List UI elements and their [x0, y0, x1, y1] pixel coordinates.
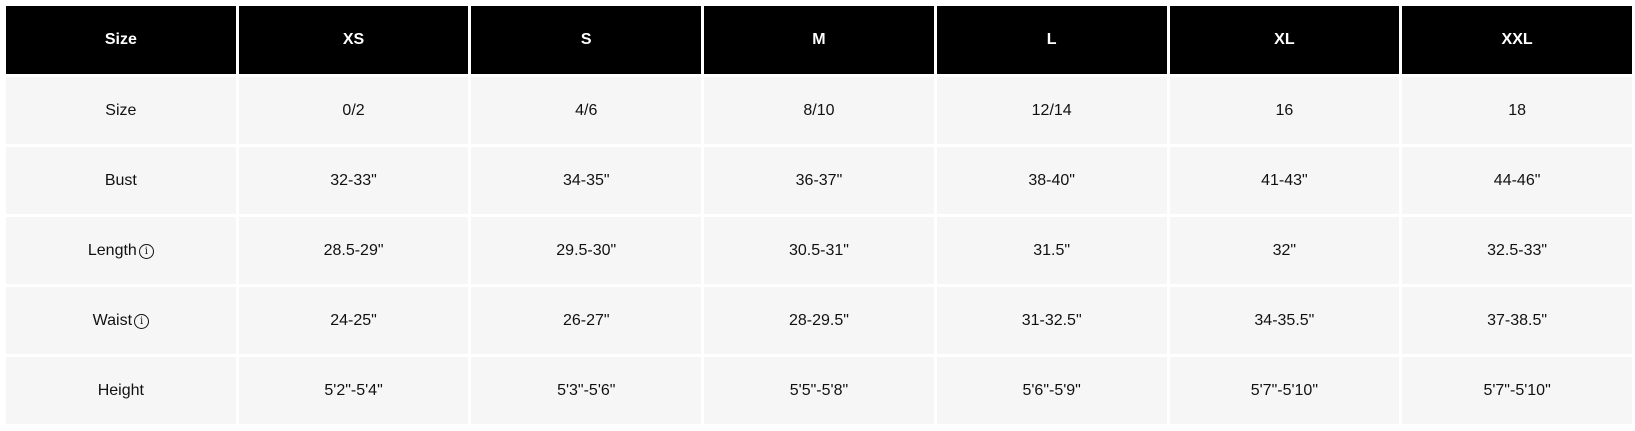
table-cell: 0/2: [238, 77, 469, 144]
row-label-text: Height: [97, 381, 144, 399]
table-cell: 28.5-29": [238, 217, 469, 284]
table-cell: 31.5": [936, 217, 1167, 284]
row-label-text: Size: [105, 101, 137, 119]
table-cell: 30.5-31": [704, 217, 934, 284]
header-size-label: Size: [6, 6, 236, 74]
header-size-xl: XL: [1169, 6, 1400, 74]
row-label: Bust: [6, 147, 236, 214]
table-cell: 16: [1169, 77, 1400, 144]
table-cell: 8/10: [704, 77, 934, 144]
table-row-length: Length i 28.5-29" 29.5-30" 30.5-31" 31.5" 32" 3…: [6, 217, 1632, 284]
row-label-text: Bust: [104, 171, 137, 189]
table-cell: 36-37": [704, 147, 934, 214]
table-cell: 38-40": [936, 147, 1167, 214]
size-chart-table: Size XS S M L XL XXL Size 0/2 4/6 8/10 12/14 16 18 Bu…: [3, 3, 1635, 427]
table-cell: 32-33": [238, 147, 469, 214]
table-row-bust: Bust 32-33" 34-35" 36-37" 38-40" 41-43" 44-46": [6, 147, 1632, 214]
table-cell: 29.5-30": [471, 217, 702, 284]
table-cell: 41-43": [1169, 147, 1400, 214]
table-cell: 5'6"-5'9": [936, 357, 1167, 424]
header-size-l: L: [936, 6, 1167, 74]
header-row: Size XS S M L XL XXL: [6, 6, 1632, 74]
table-cell: 34-35.5": [1169, 287, 1400, 354]
info-circle-icon[interactable]: i: [138, 243, 154, 259]
table-row-height: Height 5'2"-5'4" 5'3"-5'6" 5'5"-5'8" 5'6"-5'…: [6, 357, 1632, 424]
row-label-text: Length: [87, 241, 137, 259]
header-size-s: S: [471, 6, 702, 74]
row-label: Waist i: [6, 287, 236, 354]
table-cell: 12/14: [936, 77, 1167, 144]
table-cell: 4/6: [471, 77, 702, 144]
row-label-text: Waist: [92, 311, 133, 329]
header-size-xs: XS: [238, 6, 469, 74]
table-cell: 18: [1402, 77, 1632, 144]
table-cell: 31-32.5": [936, 287, 1167, 354]
table-cell: 5'7"-5'10": [1402, 357, 1632, 424]
table-row-waist: Waist i 24-25" 26-27" 28-29.5" 31-32.5" 34-35.…: [6, 287, 1632, 354]
row-label: Size: [6, 77, 236, 144]
table-cell: 32.5-33": [1402, 217, 1632, 284]
table-cell: 5'7"-5'10": [1169, 357, 1400, 424]
info-circle-icon[interactable]: i: [134, 313, 150, 329]
table-cell: 44-46": [1402, 147, 1632, 214]
table-cell: 32": [1169, 217, 1400, 284]
table-cell: 28-29.5": [704, 287, 934, 354]
header-size-xxl: XXL: [1402, 6, 1632, 74]
header-size-m: M: [704, 6, 934, 74]
table-cell: 5'2"-5'4": [238, 357, 469, 424]
row-label: Height: [6, 357, 236, 424]
table-cell: 37-38.5": [1402, 287, 1632, 354]
row-label: Length i: [6, 217, 236, 284]
table-cell: 26-27": [471, 287, 702, 354]
table-cell: 5'5"-5'8": [704, 357, 934, 424]
table-cell: 24-25": [238, 287, 469, 354]
table-row-size: Size 0/2 4/6 8/10 12/14 16 18: [6, 77, 1632, 144]
table-cell: 34-35": [471, 147, 702, 214]
table-cell: 5'3"-5'6": [471, 357, 702, 424]
